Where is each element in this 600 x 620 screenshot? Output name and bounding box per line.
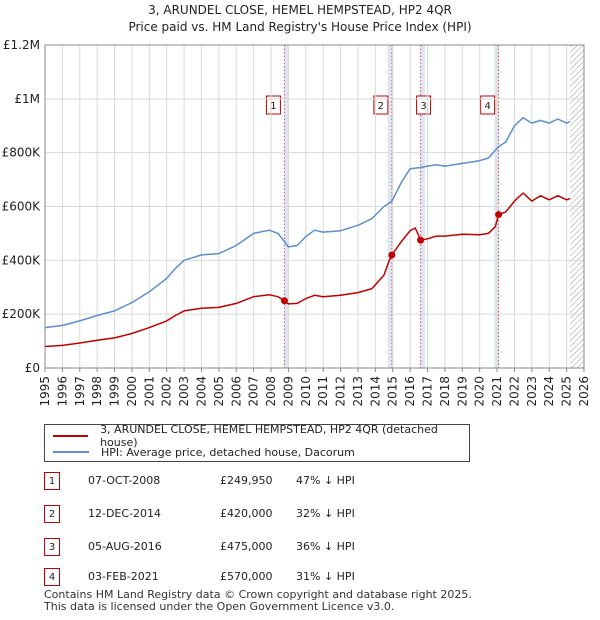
legend-item-hpi: HPI: Average price, detached house, Daco…: [53, 444, 355, 460]
sale-number-badge: 4: [44, 568, 60, 586]
sale-point: [280, 297, 288, 305]
table-row: 4 03-FEB-2021 £570,000 31% ↓ HPI: [44, 568, 404, 586]
sale-hpi-diff: 32% ↓ HPI: [296, 507, 355, 520]
x-tick-label: 2018: [438, 376, 452, 407]
x-tick-label: 2014: [368, 376, 382, 407]
sale-price: £475,000: [220, 540, 273, 553]
y-axis: £0 £200K £400K £600K £800K £1M £1.2M: [2, 38, 42, 375]
sale-label-box: [265, 95, 281, 115]
x-tick-label: 2013: [351, 376, 365, 407]
sale-point: [417, 236, 425, 244]
y-tick-label: £1M: [14, 92, 40, 106]
y-tick-label: £800K: [2, 146, 42, 160]
legend-swatch-price-paid: [53, 435, 89, 437]
hpi-line: [44, 116, 571, 329]
y-tick-label: £600K: [2, 200, 42, 214]
x-tick-label: 2000: [125, 376, 139, 407]
x-tick-label: 2015: [386, 376, 400, 407]
x-tick-label: 1996: [55, 376, 69, 407]
x-tick-label: 2021: [490, 376, 504, 407]
legend-swatch-hpi: [53, 451, 89, 453]
x-tick-label: 2002: [160, 376, 174, 407]
x-tick-label: 2016: [403, 376, 417, 407]
x-tick-label: 2005: [212, 376, 226, 407]
x-tick-label: 2007: [247, 376, 261, 407]
price-paid-line: [44, 192, 571, 348]
x-axis: 1995 1996 1997 1998 1999 2000 2001 2002 2003 2004…: [38, 368, 591, 407]
chart-title: 3, ARUNDEL CLOSE, HEMEL HEMPSTEAD, HP2 4…: [148, 3, 452, 17]
legend-label-hpi: HPI: Average price, detached house, Daco…: [101, 445, 355, 459]
sale-label-box: [480, 95, 496, 115]
sale-number-badge: 2: [44, 505, 60, 523]
legend: 3, ARUNDEL CLOSE, HEMEL HEMPSTEAD, HP2 4…: [44, 423, 470, 462]
legend-label-price-paid: 3, ARUNDEL CLOSE, HEMEL HEMPSTEAD, HP2 4…: [100, 423, 438, 449]
sale-label: 3: [420, 101, 426, 112]
footer-attribution: Contains HM Land Registry data © Crown c…: [44, 589, 472, 613]
sale-label: 1: [270, 101, 276, 112]
x-tick-label: 2008: [264, 376, 278, 407]
sale-date: 07-OCT-2008: [88, 474, 161, 487]
x-tick-label: 2004: [194, 376, 208, 407]
sale-hpi-diff: 31% ↓ HPI: [296, 570, 355, 583]
grid-lines: [44, 44, 585, 369]
footer-licence: This data is licensed under the Open Gov…: [44, 600, 395, 613]
x-tick-label: 2017: [421, 376, 435, 407]
sale-number-badge: 3: [44, 538, 60, 556]
y-tick-label: £400K: [2, 253, 42, 267]
x-tick-label: 2022: [507, 376, 521, 407]
y-tick-label: £0: [25, 361, 40, 375]
sale-point: [388, 251, 396, 259]
series-lines: [44, 116, 571, 348]
table-row: 1 07-OCT-2008 £249,950 47% ↓ HPI: [44, 472, 404, 490]
sale-point: [495, 211, 503, 219]
x-tick-label: 2003: [177, 376, 191, 407]
y-tick-label: £1.2M: [3, 38, 40, 52]
sale-hpi-diff: 36% ↓ HPI: [296, 540, 355, 553]
sale-label: 2: [378, 101, 384, 112]
x-tick-label: 2026: [577, 376, 591, 407]
sale-date: 05-AUG-2016: [88, 540, 162, 553]
y-tick-label: £200K: [2, 307, 42, 321]
x-tick-label: 2009: [281, 376, 295, 407]
sale-hpi-diff: 47% ↓ HPI: [296, 474, 355, 487]
legend-item-price-paid: 3, ARUNDEL CLOSE, HEMEL HEMPSTEAD, HP2 4…: [53, 423, 469, 449]
table-row: 2 12-DEC-2014 £420,000 32% ↓ HPI: [44, 505, 404, 523]
chart-subtitle: Price paid vs. HM Land Registry's House …: [128, 20, 471, 34]
sale-price: £570,000: [220, 570, 273, 583]
x-tick-label: 2001: [142, 376, 156, 407]
x-tick-label: 2012: [334, 376, 348, 407]
x-tick-label: 1997: [73, 376, 87, 407]
sale-price: £420,000: [220, 507, 273, 520]
price-chart: 3, ARUNDEL CLOSE, HEMEL HEMPSTEAD, HP2 4…: [2, 3, 591, 407]
sale-date: 12-DEC-2014: [88, 507, 162, 520]
sale-label: 4: [484, 101, 490, 112]
x-tick-label: 1995: [38, 376, 52, 407]
x-tick-label: 1998: [90, 376, 104, 407]
x-tick-label: 1999: [108, 376, 122, 407]
x-tick-label: 2019: [455, 376, 469, 407]
plot-frame: [44, 44, 585, 369]
x-tick-label: 2006: [229, 376, 243, 407]
sale-label-box: [373, 95, 389, 115]
sale-markers: [280, 211, 503, 305]
x-tick-label: 2020: [473, 376, 487, 407]
footer-copyright: Contains HM Land Registry data © Crown c…: [44, 588, 472, 601]
x-tick-label: 2023: [525, 376, 539, 407]
x-tick-label: 2025: [560, 376, 574, 407]
table-row: 3 05-AUG-2016 £475,000 36% ↓ HPI: [44, 538, 404, 556]
x-tick-label: 2011: [316, 376, 330, 407]
x-tick-label: 2024: [542, 376, 556, 407]
x-tick-label: 2010: [299, 376, 313, 407]
sale-price: £249,950: [220, 474, 273, 487]
sale-date: 03-FEB-2021: [88, 570, 159, 583]
sale-number-badge: 1: [44, 472, 60, 490]
